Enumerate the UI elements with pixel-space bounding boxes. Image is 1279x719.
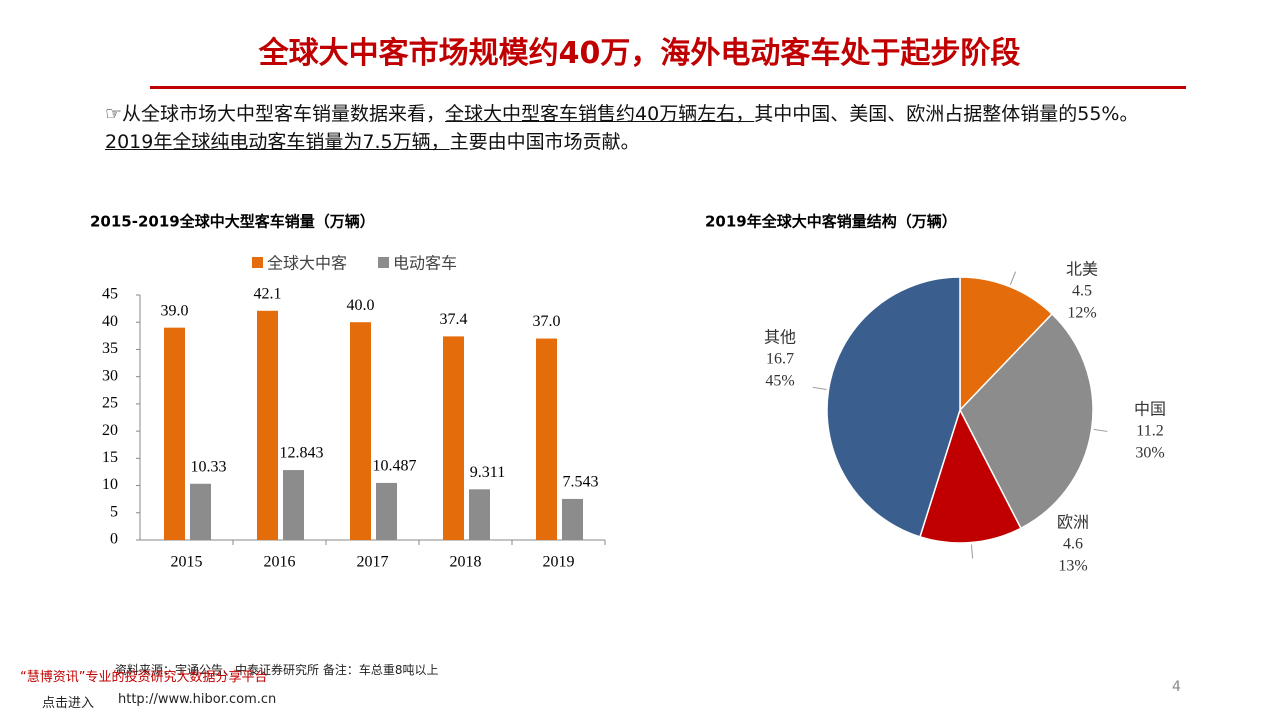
slice-value: 4.5 — [1072, 283, 1092, 300]
link-url[interactable]: http://www.hibor.com.cn — [118, 692, 277, 707]
slice-value: 11.2 — [1136, 423, 1163, 440]
x-tick-label: 2019 — [543, 554, 575, 571]
value-label: 39.0 — [161, 302, 189, 319]
bar — [562, 498, 583, 540]
leader-line — [1093, 428, 1108, 432]
value-label: 7.543 — [563, 474, 599, 491]
slice-value: 16.7 — [766, 351, 794, 368]
y-tick-label: 30 — [102, 367, 118, 384]
bar — [164, 327, 185, 540]
slice-name: 欧洲 — [1057, 513, 1089, 532]
y-tick-label: 45 — [102, 286, 118, 303]
paragraph-segment: 2019年全球纯电动客车销量为7.5万辆， — [105, 131, 450, 153]
value-label: 42.1 — [254, 285, 282, 302]
bar — [469, 489, 490, 540]
legend-swatch — [252, 257, 263, 268]
bar — [536, 338, 557, 540]
y-tick-label: 20 — [102, 422, 118, 439]
title-rule — [150, 86, 1186, 89]
page-number: 4 — [1172, 679, 1181, 695]
value-label: 37.4 — [440, 311, 468, 328]
slice-percent: 30% — [1135, 445, 1164, 462]
y-tick-label: 25 — [102, 395, 118, 412]
watermark: “慧博资讯”专业的投资研究大数据分享平台 — [20, 670, 268, 685]
leader-line — [970, 544, 974, 559]
source-note: 资料来源：宇通公告、中泰证券研究所 备注：车总重8吨以上 — [115, 663, 439, 677]
y-tick-label: 40 — [102, 313, 118, 330]
slide-title: 全球大中客市场规模约40万，海外电动客车处于起步阶段 — [258, 36, 1021, 71]
bar — [376, 482, 397, 540]
slice-percent: 12% — [1067, 305, 1096, 322]
legend-label: 电动客车 — [393, 254, 457, 273]
value-label: 37.0 — [533, 313, 561, 330]
value-label: 40.0 — [347, 297, 375, 314]
y-tick-label: 35 — [102, 340, 118, 357]
value-label: 9.311 — [470, 464, 505, 481]
bar — [190, 483, 211, 540]
slice-name: 中国 — [1134, 400, 1166, 419]
paragraph-segment: 主要由中国市场贡献。 — [449, 131, 640, 153]
paragraph-segment: ☞从全球市场大中型客车销量数据来看， — [105, 103, 446, 125]
paragraph-segment: 全球大中型客车销售约40万辆左右， — [445, 103, 755, 125]
leader-line — [812, 386, 827, 390]
x-tick-label: 2016 — [264, 554, 296, 571]
x-tick-label: 2015 — [171, 554, 203, 571]
slice-name: 其他 — [764, 328, 796, 347]
pie-slice — [959, 276, 1054, 412]
value-label: 10.33 — [191, 458, 227, 475]
link-label: 点击进入 — [42, 696, 95, 711]
bar — [283, 470, 304, 540]
bar — [350, 322, 371, 540]
value-label: 12.843 — [280, 445, 324, 462]
y-tick-label: 10 — [102, 476, 118, 493]
leader-line — [1009, 271, 1017, 285]
bar — [257, 310, 278, 540]
pie-slice — [919, 408, 1022, 544]
pie-slice — [959, 312, 1094, 530]
y-tick-label: 0 — [110, 531, 118, 548]
x-tick-label: 2018 — [450, 554, 482, 571]
paragraph: ☞从全球市场大中型客车销量数据来看，全球大中型客车销售约40万辆左右，其中中国、… — [105, 100, 1165, 156]
slice-percent: 13% — [1058, 558, 1087, 575]
slice-name: 北美 — [1066, 260, 1098, 279]
pie-slice — [826, 276, 961, 538]
paragraph-segment: 其中中国、美国、欧洲占据整体销量的55%。 — [754, 103, 1139, 125]
chart-title: 2015-2019全球中大型客车销量（万辆） — [90, 213, 375, 231]
legend-label: 全球大中客 — [267, 254, 347, 273]
value-label: 10.487 — [373, 458, 417, 475]
bar — [443, 336, 464, 540]
slice-value: 4.6 — [1063, 536, 1083, 553]
chart-title: 2019年全球大中客销量结构（万辆） — [705, 213, 957, 231]
slice-percent: 45% — [765, 373, 794, 390]
y-tick-label: 5 — [110, 503, 118, 520]
x-tick-label: 2017 — [357, 554, 389, 571]
legend-swatch — [378, 257, 389, 268]
y-tick-label: 15 — [102, 449, 118, 466]
